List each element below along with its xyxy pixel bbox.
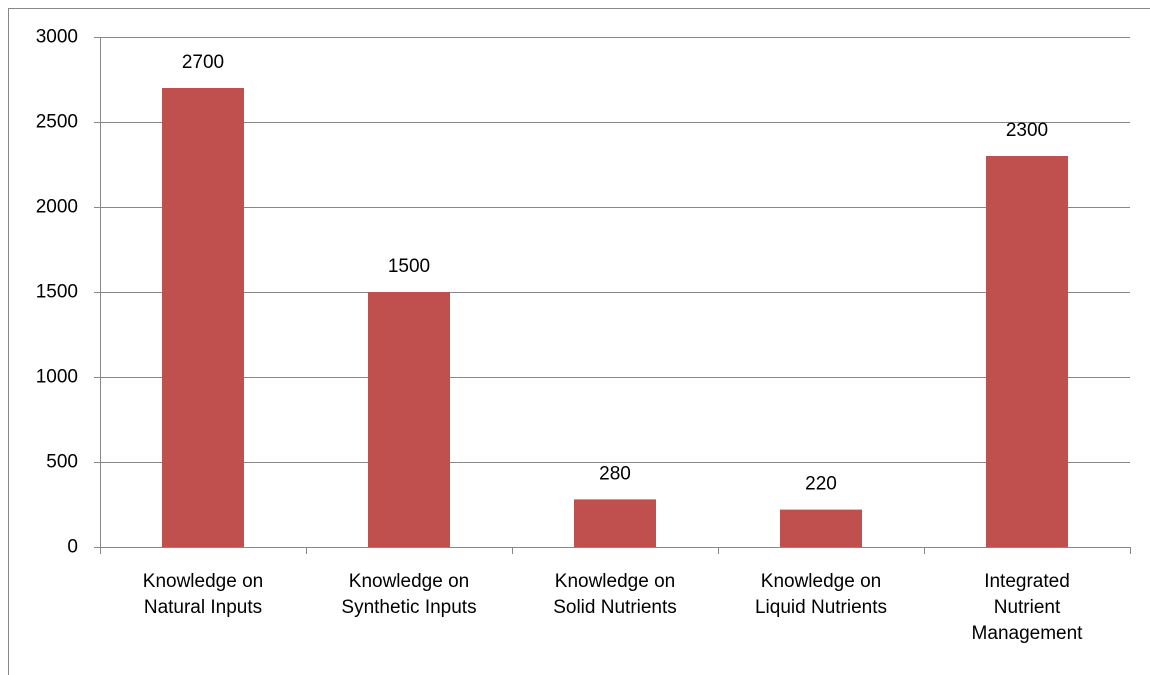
bar: [162, 88, 244, 547]
x-tick-label: Knowledge on Solid Nutrients: [553, 571, 677, 618]
value-label: 2700: [182, 52, 224, 73]
bar: [368, 292, 450, 547]
x-tick-label: Knowledge on Liquid Nutrients: [754, 571, 888, 618]
bar: [986, 156, 1068, 547]
bar: [574, 499, 656, 547]
y-tick-label: 2500: [36, 112, 78, 133]
y-tick-label: 500: [46, 452, 78, 473]
value-label: 220: [805, 474, 837, 495]
y-tick-label: 2000: [36, 197, 78, 218]
value-label: 280: [599, 463, 631, 484]
y-tick-label: 0: [67, 537, 78, 558]
x-tick-label: Knowledge on Natural Inputs: [142, 571, 264, 618]
value-label: 1500: [388, 256, 430, 277]
value-label: 2300: [1006, 120, 1048, 141]
y-tick-label: 1000: [36, 367, 78, 388]
x-tick-label: Knowledge on Synthetic Inputs: [341, 571, 477, 618]
x-tick-label: Integrated Nutrient Management: [971, 571, 1083, 644]
y-tick-label: 1500: [36, 282, 78, 303]
bar: [780, 509, 862, 547]
y-tick-label: 3000: [36, 27, 78, 48]
